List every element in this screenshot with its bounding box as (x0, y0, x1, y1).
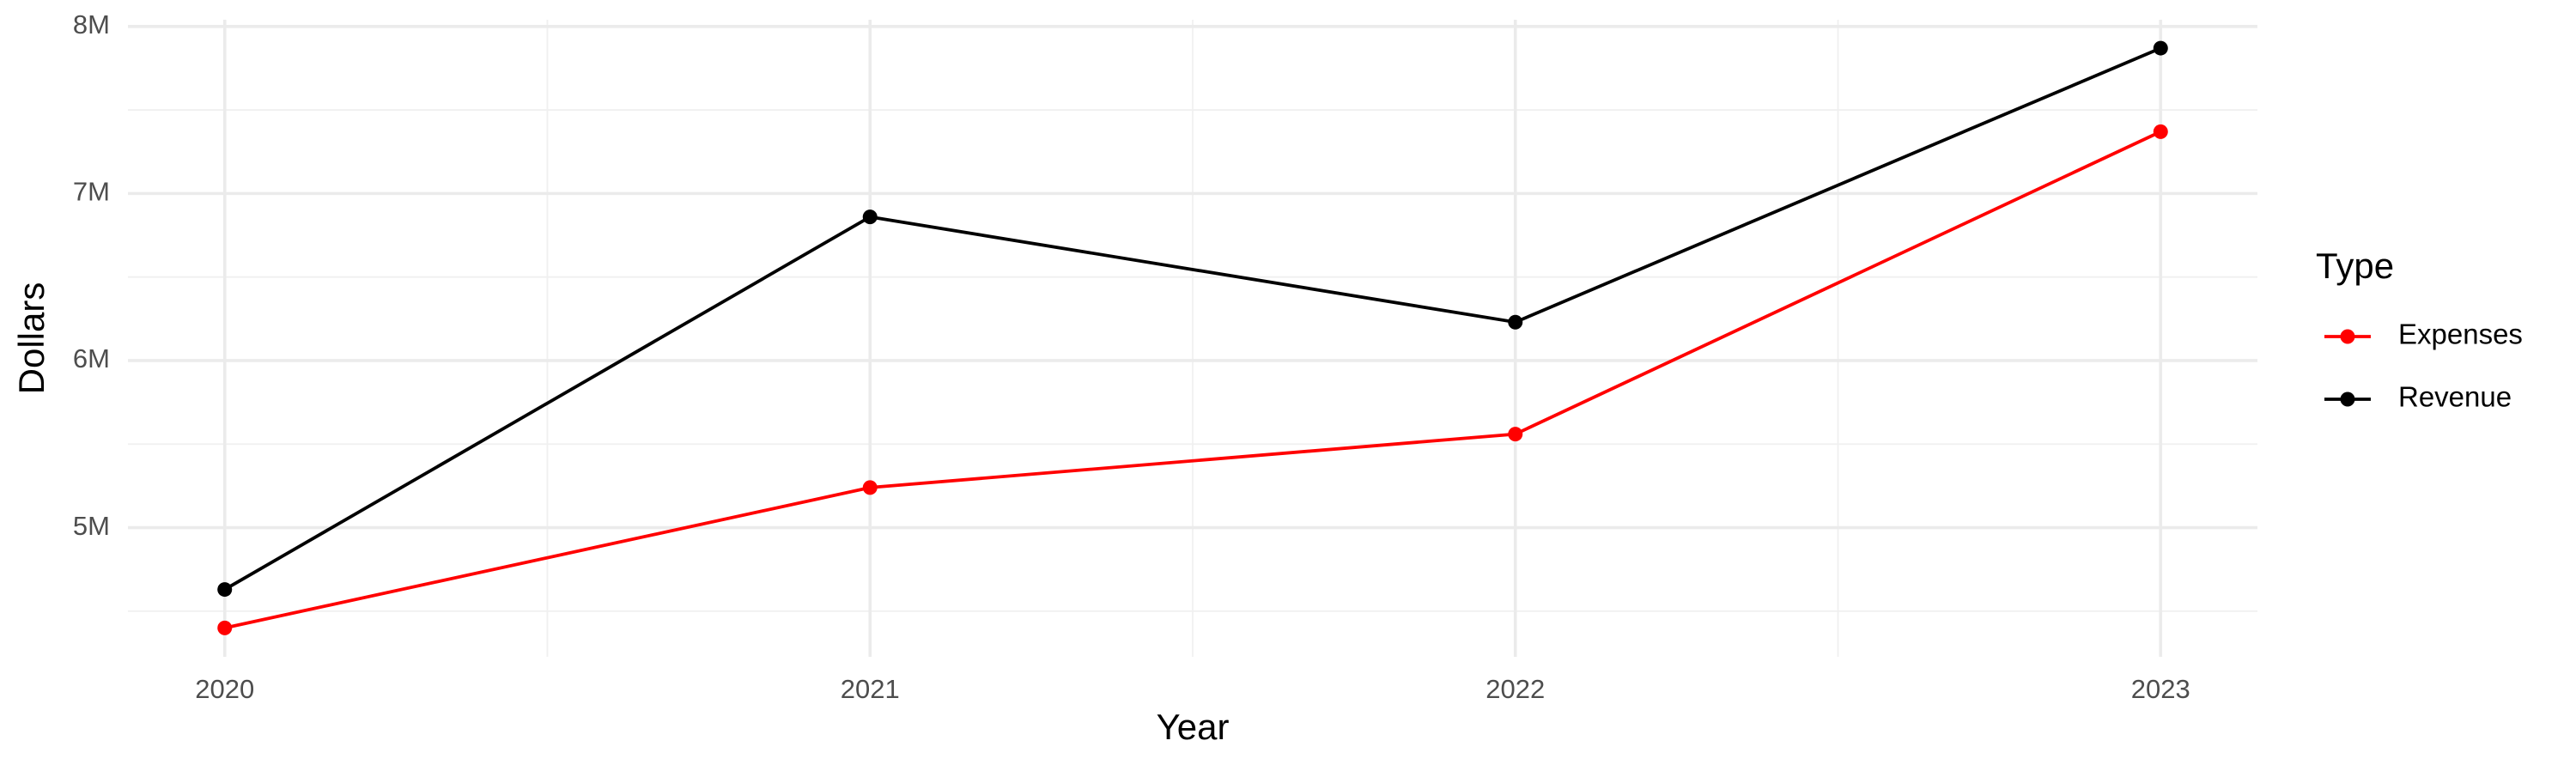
data-point (217, 582, 233, 598)
y-tick-label: 6M (73, 343, 110, 373)
data-point (862, 209, 878, 225)
y-tick-label: 8M (73, 9, 110, 39)
data-point (217, 620, 233, 635)
x-tick-label: 2023 (2131, 674, 2190, 704)
x-tick-label: 2021 (841, 674, 900, 704)
y-tick-label: 5M (73, 511, 110, 541)
data-point (2153, 124, 2168, 139)
y-axis-title: Dollars (11, 282, 52, 395)
legend-swatch-point (2340, 329, 2355, 344)
y-tick-label: 7M (73, 177, 110, 207)
x-tick-label: 2022 (1485, 674, 1545, 704)
data-point (1508, 314, 1523, 330)
series-line (223, 46, 2162, 592)
legend-title: Type (2316, 246, 2394, 286)
data-point (1508, 427, 1523, 442)
x-axis-title: Year (1157, 707, 1230, 747)
x-tick-label: 2020 (195, 674, 254, 704)
data-point (862, 480, 878, 495)
legend-label: Expenses (2398, 319, 2523, 350)
data-point (2153, 40, 2168, 56)
series-line (224, 130, 2162, 630)
legend-swatch-point (2340, 392, 2355, 407)
legend-label: Revenue (2398, 381, 2512, 413)
